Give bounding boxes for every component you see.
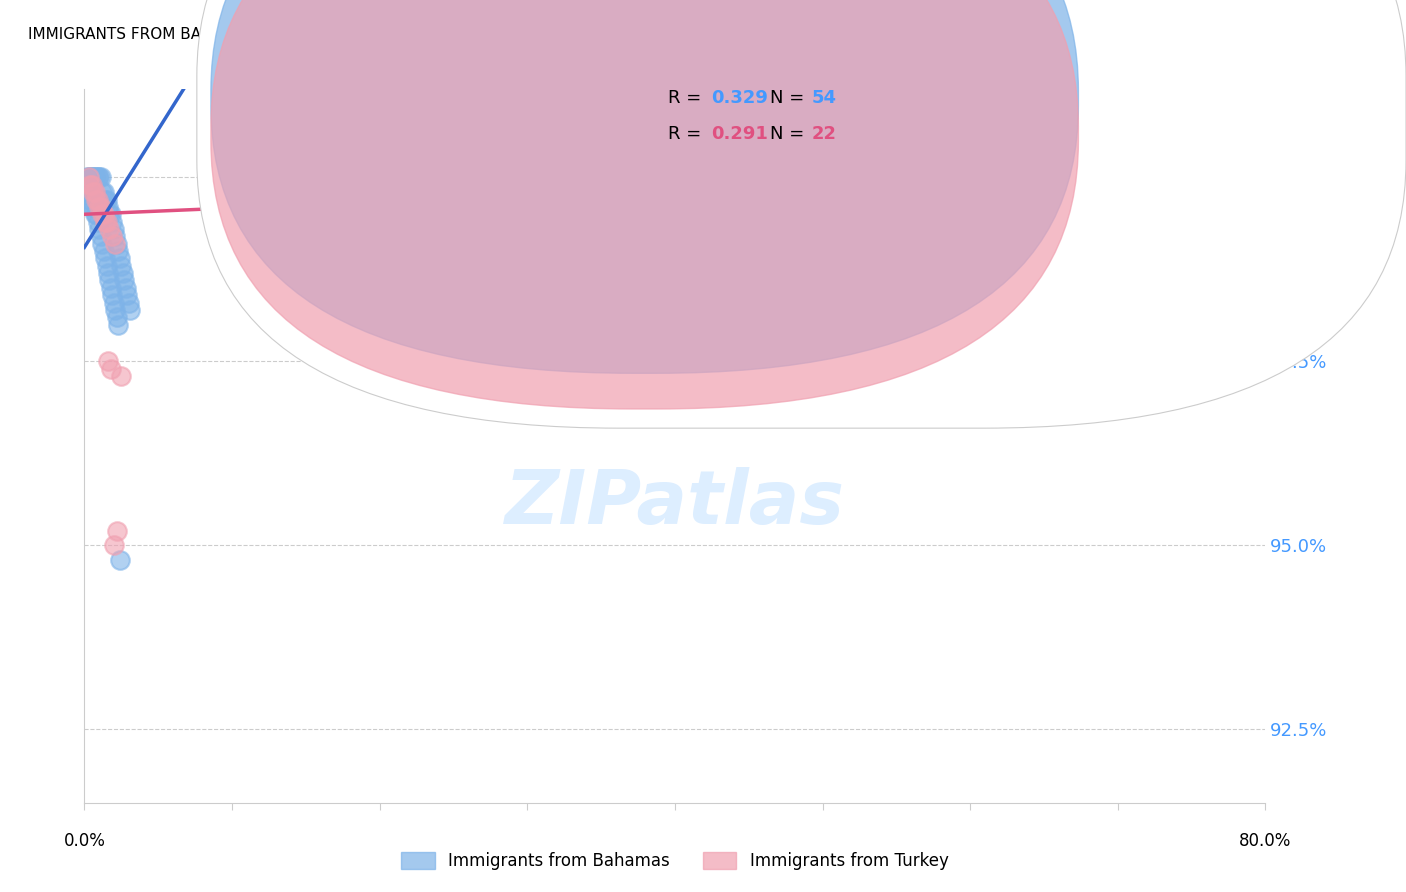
Point: [107, 318, 129, 332]
Point: [83, 207, 105, 221]
Point: [93, 207, 115, 221]
Point: [110, 259, 132, 273]
Point: [82, 170, 104, 185]
Point: [107, 244, 129, 258]
Point: [105, 524, 128, 538]
Point: [80, 178, 103, 192]
Point: [112, 273, 135, 287]
Point: [80, 200, 103, 214]
Point: [76, 185, 98, 199]
Point: [118, 295, 141, 310]
Point: [82, 200, 104, 214]
Point: [86, 214, 108, 228]
Point: [108, 252, 131, 266]
Point: [86, 193, 108, 207]
Point: [94, 193, 117, 207]
Text: 22: 22: [811, 125, 837, 143]
Text: 80.0%: 80.0%: [1239, 832, 1292, 850]
Text: IMMIGRANTS FROM BAHAMAS VS IMMIGRANTS FROM TURKEY NURSERY SCHOOL CORRELATION CHA: IMMIGRANTS FROM BAHAMAS VS IMMIGRANTS FR…: [28, 27, 814, 42]
Point: [101, 229, 124, 244]
Legend: Immigrants from Bahamas, Immigrants from Turkey: Immigrants from Bahamas, Immigrants from…: [395, 845, 955, 877]
Point: [91, 207, 114, 221]
Point: [115, 288, 138, 302]
Point: [93, 244, 115, 258]
Point: [84, 170, 107, 185]
Point: [100, 281, 122, 295]
Point: [100, 207, 122, 221]
Point: [79, 178, 101, 192]
Point: [1107, 163, 1129, 178]
Point: [101, 288, 124, 302]
Text: 54: 54: [811, 89, 837, 107]
Point: [83, 185, 105, 199]
Point: [110, 369, 132, 384]
Text: 0.0%: 0.0%: [63, 832, 105, 850]
Point: [79, 193, 101, 207]
Point: [94, 252, 117, 266]
Point: [84, 207, 107, 221]
Point: [90, 170, 112, 185]
Point: [77, 193, 100, 207]
Point: [103, 222, 125, 236]
Point: [96, 259, 118, 273]
Point: [103, 538, 125, 552]
Point: [79, 170, 101, 185]
Point: [96, 214, 118, 228]
Point: [114, 281, 136, 295]
Point: [83, 170, 105, 185]
Point: [105, 236, 128, 251]
Text: 0.291: 0.291: [711, 125, 768, 143]
Point: [97, 266, 120, 280]
Point: [98, 207, 121, 221]
Point: [89, 170, 111, 185]
Point: [75, 178, 97, 192]
Point: [84, 193, 107, 207]
Point: [89, 200, 111, 214]
Point: [100, 361, 122, 376]
Point: [77, 170, 100, 185]
Point: [104, 236, 127, 251]
Point: [76, 170, 98, 185]
Point: [120, 302, 142, 317]
Point: [97, 354, 120, 368]
Point: [108, 553, 131, 567]
Point: [104, 302, 127, 317]
Point: [82, 185, 104, 199]
Point: [90, 229, 112, 244]
Point: [80, 170, 103, 185]
Text: R =: R =: [668, 125, 707, 143]
Point: [98, 222, 121, 236]
Point: [96, 193, 118, 207]
Point: [89, 222, 111, 236]
Point: [101, 214, 124, 228]
Point: [94, 214, 117, 228]
Point: [103, 295, 125, 310]
Text: Source: ZipAtlas.com: Source: ZipAtlas.com: [1230, 27, 1378, 41]
Point: [98, 273, 121, 287]
Point: [77, 170, 100, 185]
Point: [104, 229, 127, 244]
Text: N =: N =: [770, 89, 810, 107]
Text: ZIPatlas: ZIPatlas: [505, 467, 845, 540]
Text: R =: R =: [668, 89, 707, 107]
Point: [105, 310, 128, 325]
Point: [91, 185, 114, 199]
Point: [97, 200, 120, 214]
Point: [90, 200, 112, 214]
Text: 0.329: 0.329: [711, 89, 768, 107]
Point: [91, 236, 114, 251]
Point: [93, 185, 115, 199]
Text: N =: N =: [770, 125, 810, 143]
Point: [111, 266, 134, 280]
Point: [86, 170, 108, 185]
